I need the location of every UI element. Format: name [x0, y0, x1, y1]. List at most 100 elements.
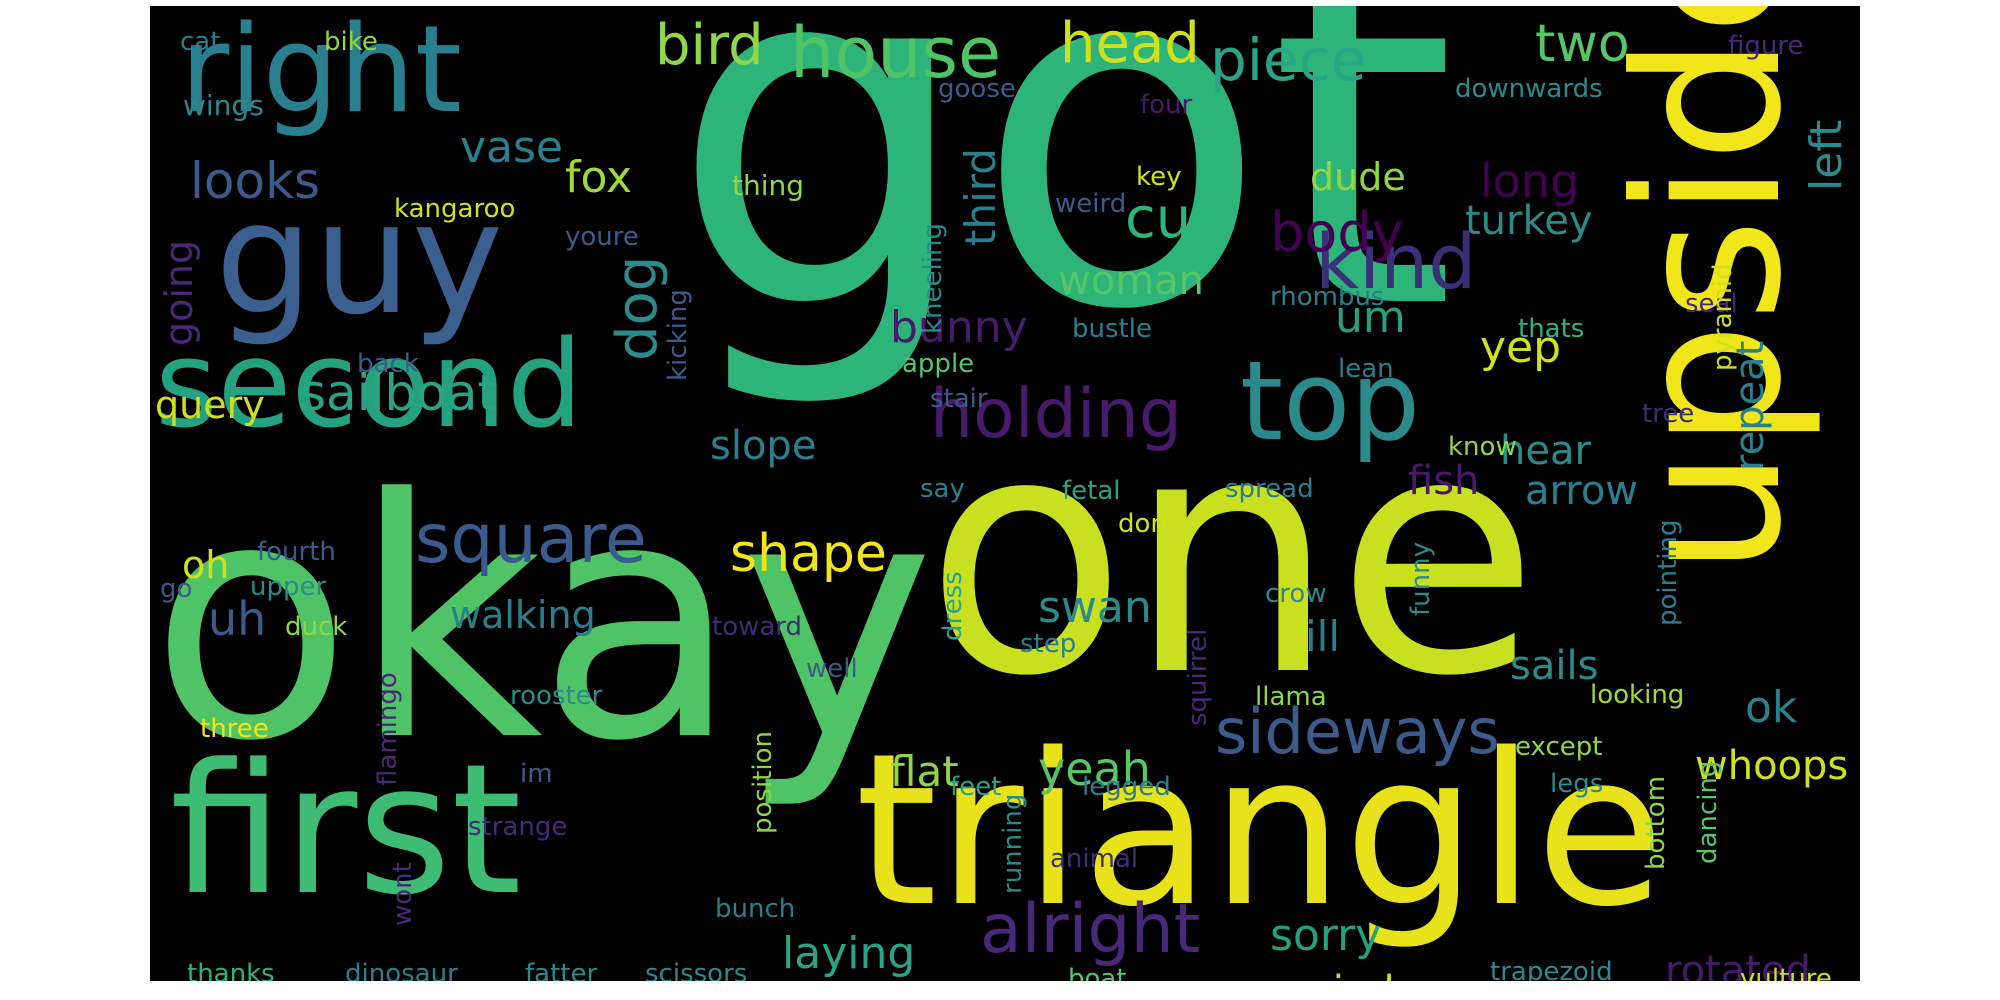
- word-sideways: sideways: [1215, 695, 1500, 768]
- word-bunch: bunch: [715, 894, 796, 924]
- word-walking: walking: [450, 593, 596, 637]
- word-step: step: [1020, 629, 1077, 659]
- word-bunny: bunny: [890, 302, 1028, 353]
- word-kind: kind: [1315, 217, 1477, 306]
- word-cut: cut: [1125, 186, 1214, 251]
- word-im: im: [520, 759, 553, 789]
- word-thats: thats: [1518, 314, 1585, 344]
- word-well: well: [806, 654, 858, 684]
- word-turkey: turkey: [1465, 198, 1593, 244]
- word-figure: figure: [1728, 31, 1804, 61]
- word-dress: dress: [938, 571, 968, 641]
- word-alright: alright: [980, 890, 1201, 969]
- word-right: right: [180, 6, 462, 140]
- word-upper: upper: [250, 572, 327, 602]
- word-dont: dont: [1118, 509, 1178, 539]
- word-okay: okay: [150, 429, 935, 813]
- word-rooster: rooster: [510, 681, 603, 711]
- word-squirrel: squirrel: [1183, 628, 1213, 726]
- word-rotated: rotated: [1665, 948, 1811, 981]
- word-bottom: bottom: [1641, 775, 1671, 870]
- word-toward: toward: [712, 612, 803, 642]
- word-goose: goose: [938, 74, 1016, 104]
- word-triangle: triangle: [855, 708, 1665, 953]
- word-kicking: kicking: [663, 289, 693, 381]
- word-got: got: [670, 6, 1457, 415]
- word-feet: feet: [950, 772, 1002, 802]
- word-legged: legged: [1082, 772, 1171, 802]
- word-two: two: [1535, 14, 1630, 74]
- word-first: first: [170, 726, 522, 935]
- word-downwards: downwards: [1455, 74, 1603, 104]
- word-third: third: [956, 148, 1005, 246]
- word-whoops: whoops: [1695, 743, 1849, 789]
- word-bike: bike: [324, 27, 378, 57]
- word-tree: tree: [1642, 399, 1695, 429]
- word-apple: apple: [902, 349, 975, 379]
- word-bird: bird: [655, 13, 764, 78]
- word-funny: funny: [1406, 542, 1436, 616]
- word-key: key: [1136, 162, 1182, 192]
- word-duck: duck: [285, 612, 348, 642]
- word-thanks: thanks: [187, 959, 275, 981]
- word-body: body: [1270, 201, 1404, 264]
- word-wings: wings: [183, 89, 264, 122]
- word-one: one: [925, 364, 1540, 748]
- word-looking: looking: [1590, 680, 1685, 710]
- word-laying: laying: [782, 928, 916, 979]
- word-except: except: [1515, 732, 1603, 762]
- word-uh: uh: [208, 592, 267, 646]
- word-holding: holding: [930, 375, 1182, 454]
- word-dog: dog: [605, 255, 670, 361]
- word-llama: llama: [1255, 682, 1327, 712]
- word-cloud: got okay one upside triangle first guy second ri…: [150, 6, 1860, 981]
- word-arrow: arrow: [1525, 468, 1639, 514]
- word-kangaroo: kangaroo: [394, 194, 516, 224]
- word-square: square: [415, 500, 647, 579]
- word-dinosaur: dinosaur: [345, 959, 458, 981]
- word-query: query: [155, 383, 265, 427]
- word-looks: looks: [190, 152, 321, 210]
- word-know: know: [1448, 432, 1517, 462]
- word-stair: stair: [930, 384, 988, 414]
- word-four: four: [1140, 90, 1193, 120]
- word-spread: spread: [1225, 474, 1314, 504]
- word-pyramid: pyramid: [1708, 263, 1738, 371]
- word-sorry: sorry: [1270, 910, 1382, 961]
- word-sails: sails: [1510, 643, 1599, 689]
- word-legs: legs: [1550, 769, 1604, 799]
- word-house: house: [790, 12, 1002, 94]
- word-second: second: [155, 316, 583, 455]
- word-cat: cat: [180, 27, 221, 57]
- word-head: head: [1060, 11, 1200, 76]
- word-fish: fish: [1408, 458, 1480, 504]
- word-back: back: [357, 349, 419, 379]
- word-trapezoid: trapezoid: [1490, 957, 1613, 981]
- word-vase: vase: [460, 122, 563, 173]
- word-yep: yep: [1480, 322, 1562, 373]
- word-piece: piece: [1210, 26, 1367, 94]
- word-fourth: fourth: [257, 537, 336, 567]
- word-windows: windows: [1300, 971, 1473, 981]
- word-left: left: [1801, 119, 1852, 191]
- word-oh: oh: [182, 543, 230, 587]
- word-long: long: [1480, 154, 1580, 208]
- word-guy: guy: [215, 168, 504, 349]
- word-um: um: [1335, 292, 1406, 343]
- word-going: going: [157, 239, 201, 346]
- word-slope: slope: [710, 423, 817, 469]
- word-say: say: [920, 474, 965, 504]
- word-shape: shape: [730, 524, 887, 584]
- word-thing: thing: [732, 169, 805, 202]
- word-swan: swan: [1038, 582, 1152, 633]
- word-flamingo: flamingo: [373, 672, 403, 786]
- word-vulture: vulture: [1740, 964, 1832, 981]
- word-wont: wont: [388, 862, 418, 926]
- word-fatter: fatter: [525, 959, 598, 981]
- word-flat: flat: [890, 747, 959, 796]
- word-lean: lean: [1338, 354, 1394, 384]
- word-fetal: fetal: [1062, 476, 1121, 506]
- word-rhombus: rhombus: [1270, 282, 1385, 312]
- word-strange: strange: [468, 812, 568, 842]
- word-running: running: [998, 793, 1028, 894]
